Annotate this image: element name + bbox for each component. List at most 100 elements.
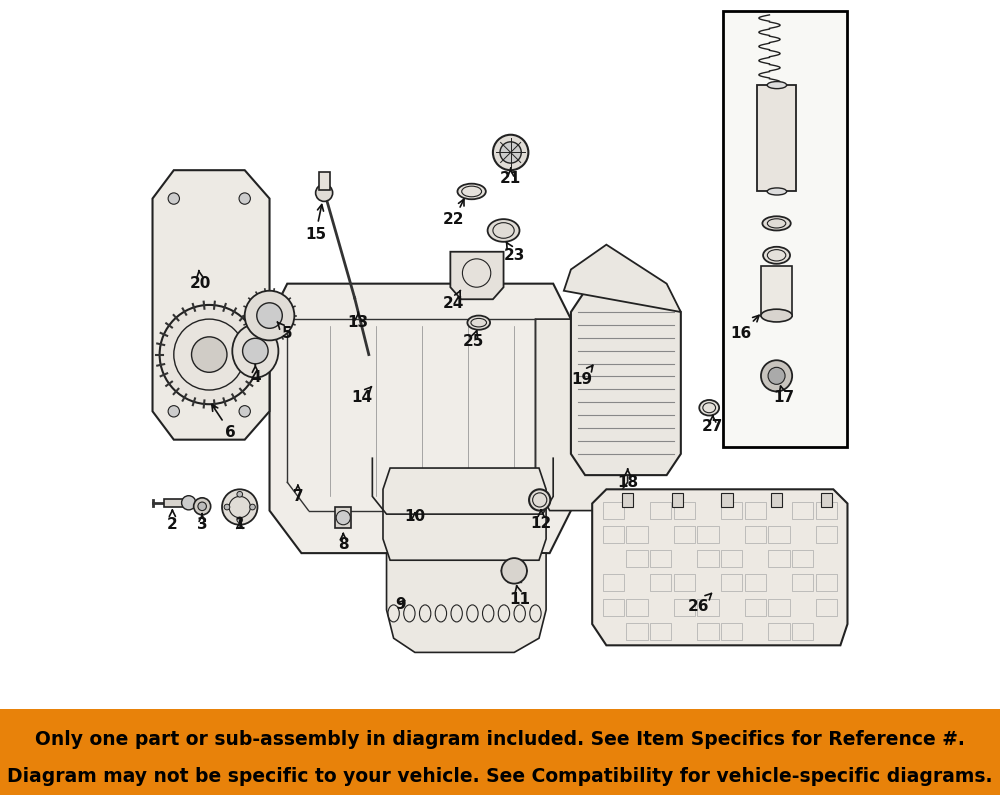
Bar: [745, 502, 766, 519]
Bar: [672, 493, 683, 507]
Circle shape: [192, 337, 227, 372]
Bar: [723, 10, 847, 447]
Bar: [745, 575, 766, 591]
Circle shape: [160, 305, 259, 404]
Text: 7: 7: [293, 485, 303, 504]
Bar: [761, 266, 792, 316]
Bar: [721, 622, 742, 640]
Circle shape: [243, 338, 268, 364]
Circle shape: [168, 405, 179, 417]
Circle shape: [222, 489, 257, 525]
Circle shape: [237, 517, 243, 522]
Ellipse shape: [767, 188, 787, 195]
Bar: [626, 526, 648, 543]
Bar: [335, 507, 351, 529]
Circle shape: [500, 142, 521, 163]
Bar: [792, 502, 813, 519]
Circle shape: [239, 193, 250, 204]
Bar: [674, 526, 695, 543]
Text: 20: 20: [190, 270, 211, 291]
Text: 13: 13: [348, 312, 369, 330]
Bar: [721, 550, 742, 568]
Text: 5: 5: [277, 322, 293, 341]
Circle shape: [316, 184, 333, 201]
Circle shape: [336, 510, 350, 525]
Text: 27: 27: [702, 416, 723, 434]
Ellipse shape: [232, 324, 278, 378]
Ellipse shape: [763, 246, 790, 264]
Text: 3: 3: [197, 514, 207, 532]
Text: Diagram may not be specific to your vehicle. See Compatibility for vehicle-speci: Diagram may not be specific to your vehi…: [7, 766, 993, 785]
Ellipse shape: [457, 184, 486, 200]
Polygon shape: [564, 245, 681, 312]
Ellipse shape: [762, 216, 791, 231]
Circle shape: [768, 367, 785, 384]
Circle shape: [224, 504, 230, 510]
Circle shape: [761, 360, 792, 391]
Ellipse shape: [467, 316, 490, 330]
Circle shape: [493, 134, 528, 170]
Circle shape: [182, 496, 196, 510]
Text: Only one part or sub-assembly in diagram included. See Item Specifics for Refere: Only one part or sub-assembly in diagram…: [35, 730, 965, 749]
Bar: [745, 526, 766, 543]
Bar: [674, 575, 695, 591]
Bar: [721, 575, 742, 591]
Polygon shape: [387, 553, 546, 653]
Text: 12: 12: [531, 510, 552, 531]
Circle shape: [245, 291, 294, 340]
Bar: [164, 498, 189, 507]
Bar: [745, 599, 766, 615]
Bar: [697, 599, 719, 615]
Text: 22: 22: [443, 200, 465, 227]
Text: 25: 25: [462, 331, 484, 349]
Bar: [697, 550, 719, 568]
Text: 26: 26: [688, 593, 712, 614]
Bar: [603, 502, 624, 519]
Bar: [650, 575, 671, 591]
Bar: [816, 575, 837, 591]
Text: 15: 15: [305, 204, 326, 242]
Bar: [757, 85, 796, 192]
Bar: [816, 526, 837, 543]
Text: 6: 6: [212, 405, 236, 440]
Bar: [650, 550, 671, 568]
Text: 24: 24: [443, 290, 465, 311]
Text: 1: 1: [234, 517, 245, 532]
Text: 23: 23: [503, 242, 525, 263]
Bar: [650, 622, 671, 640]
Bar: [721, 493, 733, 507]
Bar: [650, 502, 671, 519]
Bar: [816, 502, 837, 519]
Bar: [319, 173, 330, 190]
Circle shape: [250, 504, 255, 510]
Bar: [768, 622, 790, 640]
Polygon shape: [535, 319, 628, 510]
Bar: [626, 622, 648, 640]
Polygon shape: [592, 489, 847, 646]
Bar: [792, 622, 813, 640]
Text: 2: 2: [167, 510, 178, 532]
Ellipse shape: [761, 309, 792, 322]
Text: 17: 17: [773, 386, 794, 405]
Text: 14: 14: [351, 386, 372, 405]
Bar: [622, 493, 633, 507]
Bar: [603, 526, 624, 543]
Circle shape: [168, 193, 179, 204]
Text: 9: 9: [395, 597, 406, 611]
Bar: [792, 550, 813, 568]
Bar: [697, 526, 719, 543]
Circle shape: [198, 502, 206, 510]
Ellipse shape: [767, 82, 787, 89]
Text: 8: 8: [338, 533, 349, 552]
Bar: [821, 493, 832, 507]
Bar: [697, 622, 719, 640]
Polygon shape: [571, 291, 681, 475]
Bar: [792, 575, 813, 591]
Bar: [603, 599, 624, 615]
Bar: [603, 575, 624, 591]
Bar: [768, 550, 790, 568]
Polygon shape: [153, 170, 270, 440]
Bar: [816, 599, 837, 615]
Text: 10: 10: [404, 509, 425, 524]
Circle shape: [501, 558, 527, 584]
